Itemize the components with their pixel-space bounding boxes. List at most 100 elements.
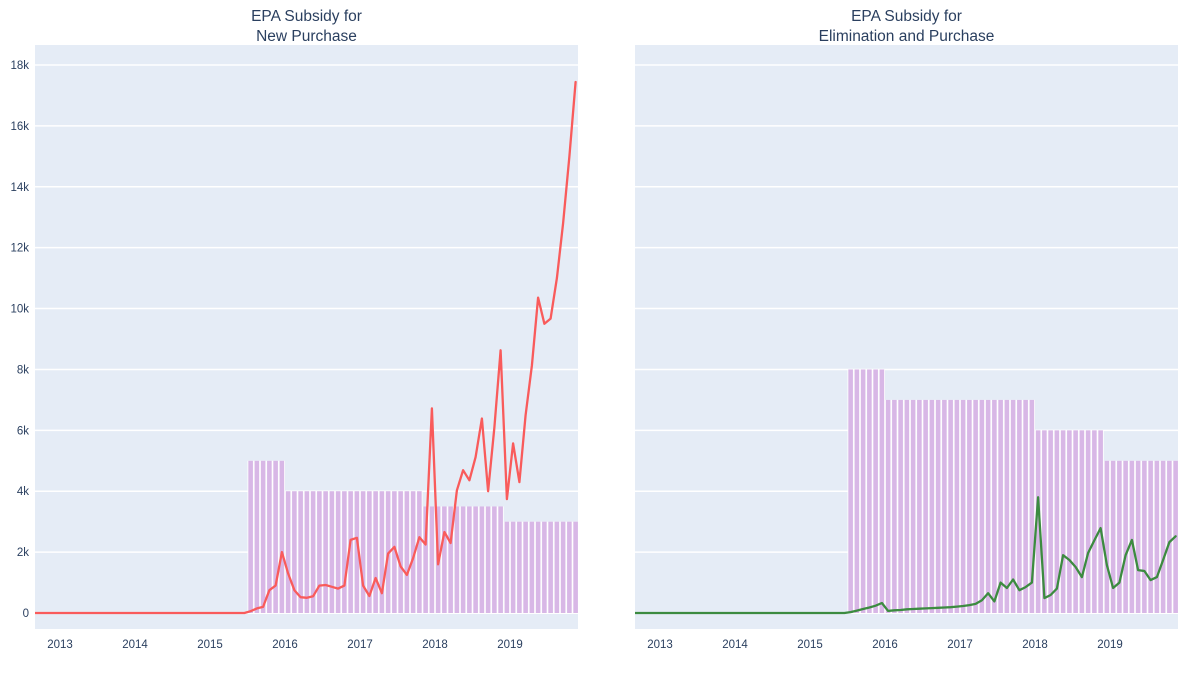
bar bbox=[1060, 430, 1066, 613]
bar bbox=[285, 491, 291, 613]
y-axis-tick-label: 4k bbox=[17, 486, 29, 498]
bar bbox=[248, 460, 253, 613]
x-axis-tick-label: 2013 bbox=[647, 639, 673, 651]
bar bbox=[935, 399, 941, 613]
bar bbox=[398, 491, 403, 613]
bar bbox=[317, 491, 322, 613]
plot-area-new-purchase[interactable]: 2013 2014 2015 2016 2017 2018 2019 0 2k 4k 6k 8k 10k… bbox=[0, 45, 578, 667]
bar bbox=[923, 399, 928, 613]
bar bbox=[367, 491, 372, 613]
plot-area-elimination-and-purchase[interactable]: 2013 2014 2015 2016 2017 2018 2019 bbox=[635, 45, 1178, 667]
chart-title-new-purchase: EPA Subsidy for New Purchase bbox=[35, 7, 578, 45]
bar bbox=[942, 399, 947, 613]
y-axis-tick-label: 0 bbox=[23, 608, 29, 620]
y-axis-tick-label: 14k bbox=[10, 182, 29, 194]
bar bbox=[417, 491, 422, 613]
bar bbox=[1048, 430, 1053, 613]
bar bbox=[260, 460, 266, 613]
bar bbox=[1117, 460, 1122, 613]
bar bbox=[254, 460, 260, 613]
bar bbox=[404, 491, 410, 613]
bar bbox=[360, 491, 366, 613]
bar bbox=[410, 491, 416, 613]
bar bbox=[1085, 430, 1091, 613]
chart-title-line-1: EPA Subsidy for bbox=[251, 8, 362, 25]
bar bbox=[567, 521, 572, 613]
bar bbox=[1104, 460, 1110, 613]
bar bbox=[1067, 430, 1072, 613]
bar bbox=[560, 521, 566, 613]
bar bbox=[1098, 430, 1103, 613]
bar bbox=[517, 521, 522, 613]
bar bbox=[467, 506, 472, 613]
bar bbox=[954, 399, 960, 613]
bar bbox=[479, 506, 485, 613]
bar bbox=[392, 491, 397, 613]
bar bbox=[1142, 460, 1147, 613]
x-axis-tick-label: 2014 bbox=[122, 639, 148, 651]
x-axis-tick-label: 2015 bbox=[197, 639, 223, 651]
bar bbox=[1004, 399, 1010, 613]
subsidy-amount-bars bbox=[247, 460, 578, 613]
bar bbox=[948, 399, 953, 613]
bar bbox=[460, 506, 466, 613]
bar bbox=[1092, 430, 1097, 613]
bar bbox=[492, 506, 497, 613]
bar bbox=[892, 399, 897, 613]
chart-title-line-1: EPA Subsidy for bbox=[851, 8, 962, 25]
bar bbox=[873, 369, 878, 613]
y-axis-tick-label: 8k bbox=[17, 364, 29, 376]
y-axis-tick-label: 16k bbox=[10, 121, 29, 133]
bar bbox=[917, 399, 922, 613]
bar bbox=[504, 521, 510, 613]
bar bbox=[1135, 460, 1141, 613]
bar bbox=[967, 399, 972, 613]
x-axis-tick-label: 2017 bbox=[347, 639, 373, 651]
bar bbox=[985, 399, 991, 613]
bar bbox=[279, 460, 285, 613]
bar bbox=[554, 521, 560, 613]
bar bbox=[348, 491, 353, 613]
bar bbox=[292, 491, 297, 613]
bar bbox=[535, 521, 541, 613]
y-axis-tick-label: 12k bbox=[10, 243, 29, 255]
bar bbox=[929, 399, 935, 613]
y-axis: 0 2k 4k 6k 8k 10k 12k 14k 16k 18k bbox=[10, 60, 29, 620]
bar bbox=[1110, 460, 1116, 613]
bar bbox=[867, 369, 872, 613]
x-axis: 2013 2014 2015 2016 2017 2018 2019 bbox=[47, 639, 523, 651]
bar bbox=[898, 399, 903, 613]
bar bbox=[473, 506, 478, 613]
y-axis-tick-label: 6k bbox=[17, 425, 29, 437]
bar bbox=[1054, 430, 1060, 613]
bar bbox=[860, 369, 866, 613]
bar bbox=[429, 506, 435, 613]
bar bbox=[1042, 430, 1047, 613]
bar bbox=[485, 506, 491, 613]
bar bbox=[510, 521, 516, 613]
bar bbox=[1129, 460, 1135, 613]
x-axis-tick-label: 2016 bbox=[872, 639, 898, 651]
bar bbox=[542, 521, 547, 613]
bar bbox=[498, 506, 503, 613]
bar bbox=[1079, 430, 1085, 613]
bar bbox=[1010, 399, 1016, 613]
bar bbox=[979, 399, 985, 613]
bar bbox=[548, 521, 553, 613]
bar bbox=[960, 399, 966, 613]
chart-new-purchase: EPA Subsidy for New Purchase 2013 2014 201… bbox=[0, 7, 578, 667]
chart-elimination-and-purchase: EPA Subsidy for Elimination and Purchase… bbox=[635, 7, 1178, 667]
bar bbox=[998, 399, 1003, 613]
x-axis-tick-label: 2017 bbox=[947, 639, 973, 651]
bar bbox=[879, 369, 885, 613]
bar bbox=[904, 399, 910, 613]
bar bbox=[1023, 399, 1028, 613]
x-axis-tick-label: 2016 bbox=[272, 639, 298, 651]
bar bbox=[298, 491, 303, 613]
y-axis-tick-label: 10k bbox=[10, 304, 29, 316]
chart-title-line-2: New Purchase bbox=[256, 27, 357, 45]
monthly-value-line bbox=[35, 80, 577, 615]
bar bbox=[1123, 460, 1128, 613]
x-axis-tick-label: 2014 bbox=[722, 639, 748, 651]
bar bbox=[329, 491, 335, 613]
